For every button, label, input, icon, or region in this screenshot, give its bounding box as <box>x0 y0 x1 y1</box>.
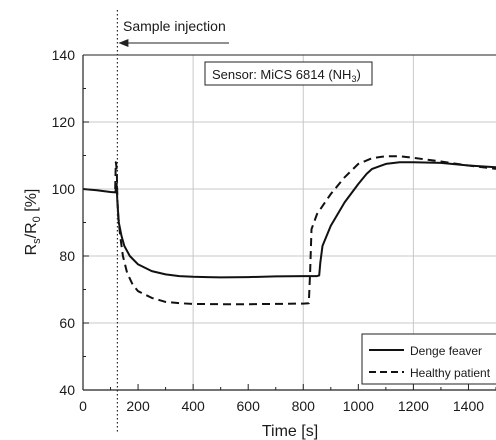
x-tick-label: 200 <box>126 398 150 414</box>
x-tick-label: 800 <box>292 398 316 414</box>
x-ticks: 0 200 400 600 800 1000 1200 1400 <box>79 384 496 414</box>
sensor-label: Sensor: MiCS 6814 (NH3) <box>212 67 361 84</box>
y-axis-label: Rs/R0 [%] <box>23 189 43 256</box>
x-axis-label: Time [s] <box>262 423 318 440</box>
y-ticks: 40 60 80 100 120 140 <box>52 47 89 398</box>
x-tick-label: 1200 <box>398 398 429 414</box>
x-tick-label: 400 <box>181 398 205 414</box>
legend-label-healthy: Healthy patient <box>410 366 491 380</box>
y-tick-label: 140 <box>52 47 76 63</box>
series-line-healthy-patient <box>114 155 496 306</box>
y-tick-label: 40 <box>59 382 75 398</box>
y-tick-label: 80 <box>59 248 75 264</box>
x-tick-label: 600 <box>237 398 261 414</box>
legend-label-denge: Denge feaver <box>410 344 482 358</box>
x-tick-label: 1400 <box>453 398 484 414</box>
y-tick-label: 100 <box>52 181 76 197</box>
legend: Denge feaver Healthy patient <box>361 333 496 385</box>
injection-arrow-head <box>118 39 129 47</box>
x-tick-label: 0 <box>79 398 87 414</box>
y-tick-label: 120 <box>52 114 76 130</box>
sensor-label-box <box>204 61 373 86</box>
injection-label: Sample injection <box>123 18 226 34</box>
x-tick-label: 1000 <box>343 398 374 414</box>
y-tick-label: 60 <box>59 315 75 331</box>
legend-box <box>361 333 496 385</box>
